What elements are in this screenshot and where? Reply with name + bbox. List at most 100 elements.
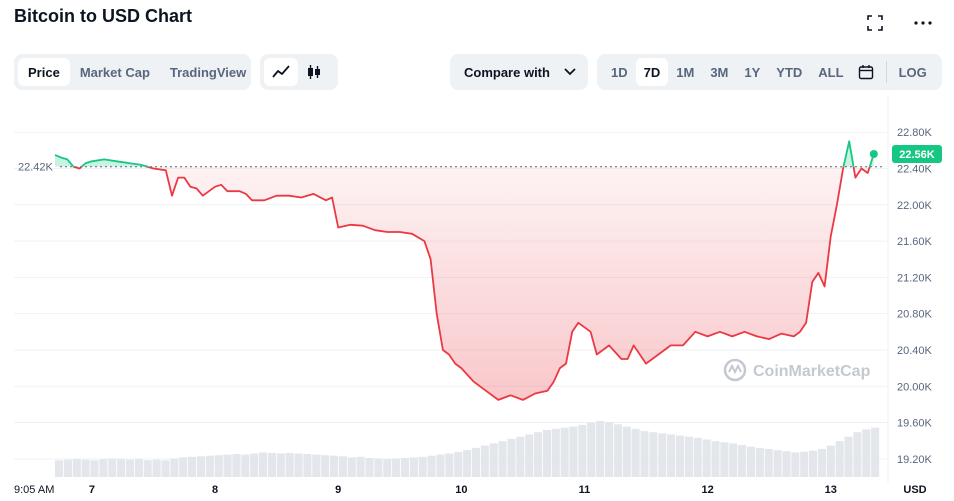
range-3m[interactable]: 3M [710, 64, 729, 80]
volume-bar [800, 451, 809, 477]
volume-bar [125, 459, 135, 477]
volume-bar [738, 445, 747, 477]
candlestick-button[interactable] [298, 58, 330, 86]
price-area-below-reference [55, 166, 874, 400]
reference-price-label: 22.42K [18, 162, 54, 174]
volume-bar [702, 439, 711, 477]
volume-bar [684, 436, 693, 477]
candlestick-icon [308, 65, 320, 79]
volume-bar [613, 424, 622, 477]
volume-bar [356, 456, 365, 477]
volume-bar [862, 429, 871, 477]
volume-bar [534, 432, 543, 477]
y-tick-label: 21.60K [897, 236, 933, 248]
volume-bar [489, 443, 498, 477]
range-ytd[interactable]: YTD [776, 64, 803, 80]
calendar-icon [858, 65, 873, 80]
volume-bar [214, 455, 223, 477]
volume-bar [117, 459, 126, 477]
volume-bar [764, 449, 773, 477]
volume-bar [241, 454, 250, 477]
volume-bar [631, 428, 640, 477]
volume-bar [409, 457, 418, 477]
volume-bar [63, 459, 72, 477]
x-axis-start-label: 9:05 AM [14, 484, 54, 496]
coinmarketcap-logo-icon [723, 358, 747, 382]
time-range-selector: 1D 7D 1M 3M 1Y YTD ALL LOG [597, 54, 942, 90]
y-tick-label: 20.80K [897, 309, 933, 321]
volume-bar [596, 421, 605, 477]
price-chart: CoinMarketCap 22.42K 19.20K 19.60K 20.00K 2… [14, 95, 942, 496]
price-line-below-reference [72, 166, 871, 401]
chart-type-toggle [260, 54, 338, 90]
current-price-dot [869, 149, 878, 158]
volume-bar [276, 453, 285, 477]
more-options-icon[interactable] [912, 12, 934, 34]
x-axis-unit-label: USD [903, 484, 926, 496]
calendar-button[interactable] [852, 58, 880, 86]
volume-bar [871, 427, 880, 477]
volume-bar [312, 454, 321, 477]
volume-bar [853, 432, 862, 477]
volume-bar [463, 450, 472, 477]
volume-bar [400, 457, 410, 477]
volume-bar [72, 459, 81, 477]
y-tick-label: 22.40K [897, 164, 933, 176]
volume-bar [498, 441, 507, 477]
tab-tradingview[interactable]: TradingView [169, 64, 247, 80]
range-all[interactable]: ALL [818, 64, 844, 80]
volume-bar [817, 449, 826, 477]
volume-bar [507, 438, 516, 477]
data-type-tabs: Price Market Cap TradingView [14, 54, 251, 90]
current-price-badge-background [892, 144, 942, 163]
x-tick-label: 13 [825, 484, 837, 496]
volume-bar [427, 455, 436, 477]
volume-bar [578, 424, 587, 477]
volume-bar [746, 446, 756, 477]
volume-bar [99, 459, 108, 477]
log-toggle[interactable]: LOG [898, 64, 927, 80]
line-chart-icon [272, 65, 290, 78]
range-1y[interactable]: 1Y [744, 64, 761, 80]
volume-bar [640, 431, 649, 477]
volume-bar [755, 447, 764, 477]
volume-bar [791, 452, 800, 477]
y-tick-label: 20.40K [897, 345, 933, 357]
volume-bar [383, 459, 392, 477]
volume-bar [267, 452, 276, 477]
volume-bar [560, 427, 569, 477]
compare-with-dropdown[interactable]: Compare with [450, 54, 588, 90]
volume-bar [338, 456, 347, 477]
volume-bar [445, 453, 454, 477]
volume-bar [542, 429, 551, 477]
compare-with-label: Compare with [464, 64, 550, 80]
volume-bar [587, 422, 596, 477]
line-chart-button[interactable] [264, 58, 298, 86]
volume-bar [569, 426, 578, 477]
fullscreen-icon[interactable] [864, 12, 886, 34]
volume-bar [55, 460, 64, 477]
volume-bar [525, 434, 534, 477]
volume-bar [303, 454, 312, 477]
volume-bar [259, 452, 268, 477]
volume-bar [170, 458, 179, 477]
x-tick-label: 8 [212, 484, 218, 496]
volume-bar [392, 458, 401, 477]
range-1d[interactable]: 1D [611, 64, 628, 80]
volume-bar [826, 445, 835, 477]
range-7d[interactable]: 7D [635, 58, 669, 86]
volume-bar [729, 443, 738, 477]
coinmarketcap-logo-mark [728, 363, 742, 375]
volume-bar [835, 441, 844, 477]
volume-bars [55, 421, 880, 477]
volume-bar [711, 441, 720, 477]
volume-bar [134, 459, 143, 477]
tab-price[interactable]: Price [18, 58, 70, 86]
tab-market-cap[interactable]: Market Cap [79, 64, 150, 80]
volume-bar [471, 447, 481, 477]
y-tick-label: 19.20K [897, 454, 933, 466]
volume-bar [188, 456, 197, 477]
range-1m[interactable]: 1M [676, 64, 695, 80]
volume-bar [605, 422, 614, 477]
y-tick-label: 20.00K [897, 381, 933, 393]
